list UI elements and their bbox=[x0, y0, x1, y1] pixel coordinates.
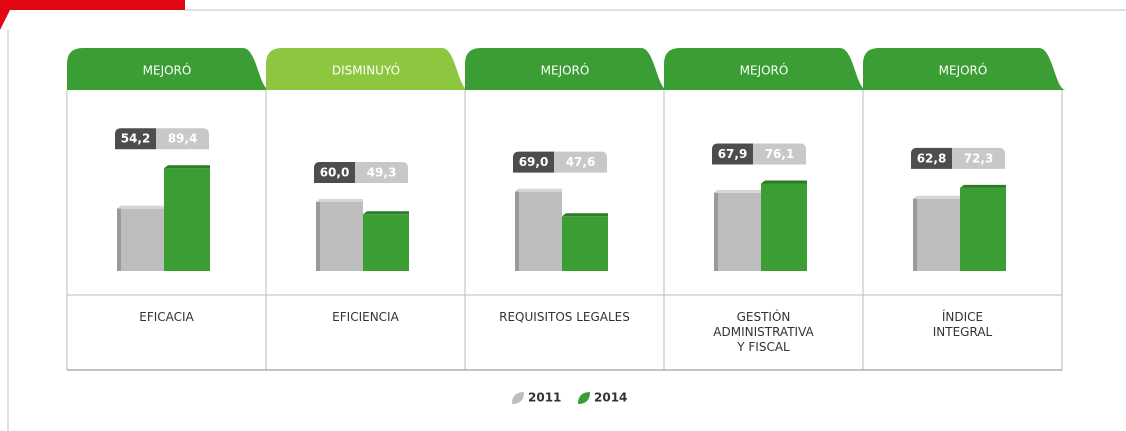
value-badge bbox=[156, 128, 209, 150]
status-label: MEJORÓ bbox=[143, 63, 192, 78]
status-tab bbox=[266, 48, 469, 90]
value-badge bbox=[911, 147, 952, 169]
bar-top bbox=[960, 184, 1006, 188]
bar-top bbox=[164, 165, 210, 169]
value-label: 89,4 bbox=[168, 132, 198, 146]
bar bbox=[117, 208, 164, 271]
bar bbox=[363, 214, 409, 271]
status-tab bbox=[664, 48, 867, 90]
bar-top bbox=[316, 199, 363, 202]
status-label: MEJORÓ bbox=[541, 63, 590, 78]
bar bbox=[714, 192, 761, 271]
bar-edge bbox=[316, 199, 320, 271]
bar-top bbox=[515, 188, 562, 192]
bar bbox=[913, 198, 960, 271]
bar bbox=[960, 187, 1006, 271]
bar bbox=[761, 183, 807, 271]
value-badge bbox=[513, 151, 554, 173]
status-label: MEJORÓ bbox=[740, 63, 789, 78]
bar-top bbox=[562, 213, 608, 217]
bar-edge bbox=[117, 205, 121, 271]
value-label: 47,6 bbox=[566, 155, 596, 169]
bar-top bbox=[913, 195, 960, 199]
legend-label: 2011 bbox=[528, 391, 561, 405]
bar-edge bbox=[714, 189, 718, 271]
status-tab bbox=[465, 48, 668, 90]
category-label: EFICACIA bbox=[139, 310, 194, 324]
value-label: 69,0 bbox=[519, 155, 549, 169]
corner-accent bbox=[0, 0, 185, 30]
status-tab bbox=[863, 48, 1066, 90]
legend-swatch bbox=[578, 392, 590, 404]
category-label: REQUISITOS LEGALES bbox=[499, 310, 630, 324]
bar-top bbox=[761, 180, 807, 184]
category-label: GESTIÓN ADMINISTRATIVA Y FISCAL bbox=[713, 310, 814, 354]
bar-top bbox=[363, 211, 409, 215]
status-label: MEJORÓ bbox=[939, 63, 988, 78]
status-label: DISMINUYÓ bbox=[332, 63, 400, 78]
status-tab bbox=[67, 48, 270, 90]
bar bbox=[515, 191, 562, 271]
value-label: 54,2 bbox=[121, 132, 151, 146]
value-badge bbox=[115, 128, 156, 150]
bar bbox=[562, 216, 608, 271]
bar bbox=[316, 202, 363, 271]
value-label: 72,3 bbox=[964, 151, 994, 165]
value-label: 49,3 bbox=[367, 166, 397, 180]
bar-edge bbox=[515, 188, 519, 271]
category-label: ÍNDICE INTEGRAL bbox=[932, 310, 993, 339]
bar bbox=[164, 168, 210, 271]
value-label: 67,9 bbox=[718, 147, 748, 161]
value-label: 76,1 bbox=[765, 147, 795, 161]
legend-label: 2014 bbox=[594, 391, 627, 405]
value-badge bbox=[952, 147, 1005, 169]
value-label: 62,8 bbox=[917, 151, 947, 165]
bar-top bbox=[117, 205, 164, 209]
value-badge bbox=[712, 143, 753, 165]
category-label: EFICIENCIA bbox=[332, 310, 399, 324]
value-badge bbox=[355, 162, 408, 183]
value-badge bbox=[314, 162, 355, 183]
bar-top bbox=[714, 189, 761, 193]
value-badge bbox=[753, 143, 806, 165]
bar-edge bbox=[913, 195, 917, 271]
legend-swatch bbox=[512, 392, 524, 404]
value-label: 60,0 bbox=[320, 166, 350, 180]
value-badge bbox=[554, 151, 607, 173]
